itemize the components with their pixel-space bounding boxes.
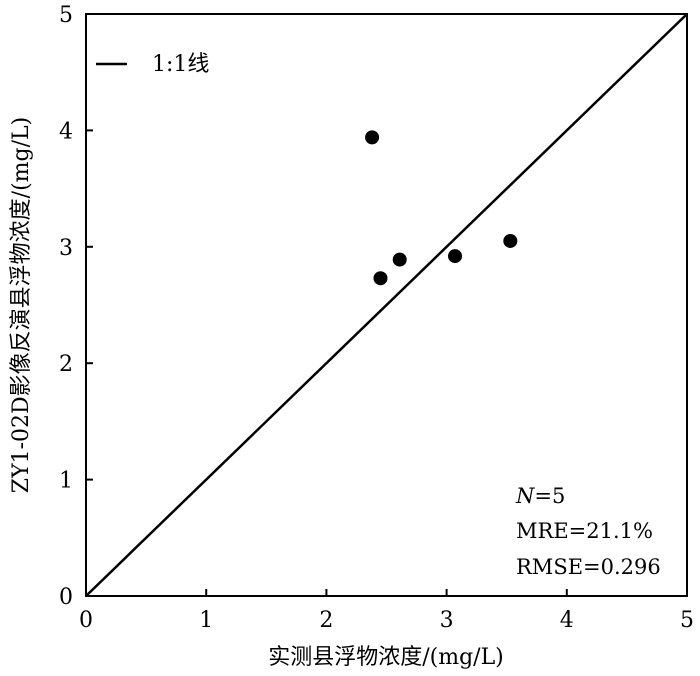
one-to-one-line — [85, 13, 688, 597]
stat-n-symbol: N — [515, 484, 535, 508]
stat-mre: MRE=21.1% — [516, 519, 653, 543]
data-point — [392, 252, 407, 267]
y-axis-ticks: 0 1 2 3 4 5 — [59, 3, 93, 610]
stat-n: N=5 — [515, 484, 565, 508]
x-tick-label: 4 — [560, 608, 574, 633]
y-tick-label: 5 — [59, 3, 73, 28]
y-axis-title: ZY1-02D影像反演县浮物浓度/(mg/L) — [9, 117, 34, 493]
stats-annotation: N=5 MRE=21.1% RMSE=0.296 — [515, 484, 661, 579]
x-tick-label: 0 — [79, 608, 93, 633]
stat-n-value: =5 — [534, 484, 565, 508]
plot-area — [85, 13, 688, 597]
y-tick-label: 2 — [59, 352, 73, 377]
x-tick-label: 1 — [199, 608, 213, 633]
x-tick-label: 2 — [319, 608, 333, 633]
data-point — [448, 249, 463, 264]
legend: 1:1线 — [96, 52, 209, 77]
x-tick-label: 3 — [440, 608, 454, 633]
x-axis-ticks: 0 1 2 3 4 5 — [79, 589, 694, 633]
stat-rmse: RMSE=0.296 — [516, 555, 661, 579]
x-axis-title: 实测县浮物浓度/(mg/L) — [268, 645, 504, 670]
y-tick-label: 4 — [59, 119, 73, 144]
y-tick-label: 3 — [59, 236, 73, 261]
y-tick-label: 0 — [59, 585, 73, 610]
y-tick-label: 1 — [59, 469, 73, 494]
x-tick-label: 5 — [680, 608, 694, 633]
data-point — [365, 130, 380, 145]
data-points — [365, 130, 518, 286]
legend-label: 1:1线 — [152, 52, 209, 77]
data-point — [373, 271, 388, 286]
data-point — [503, 233, 518, 248]
